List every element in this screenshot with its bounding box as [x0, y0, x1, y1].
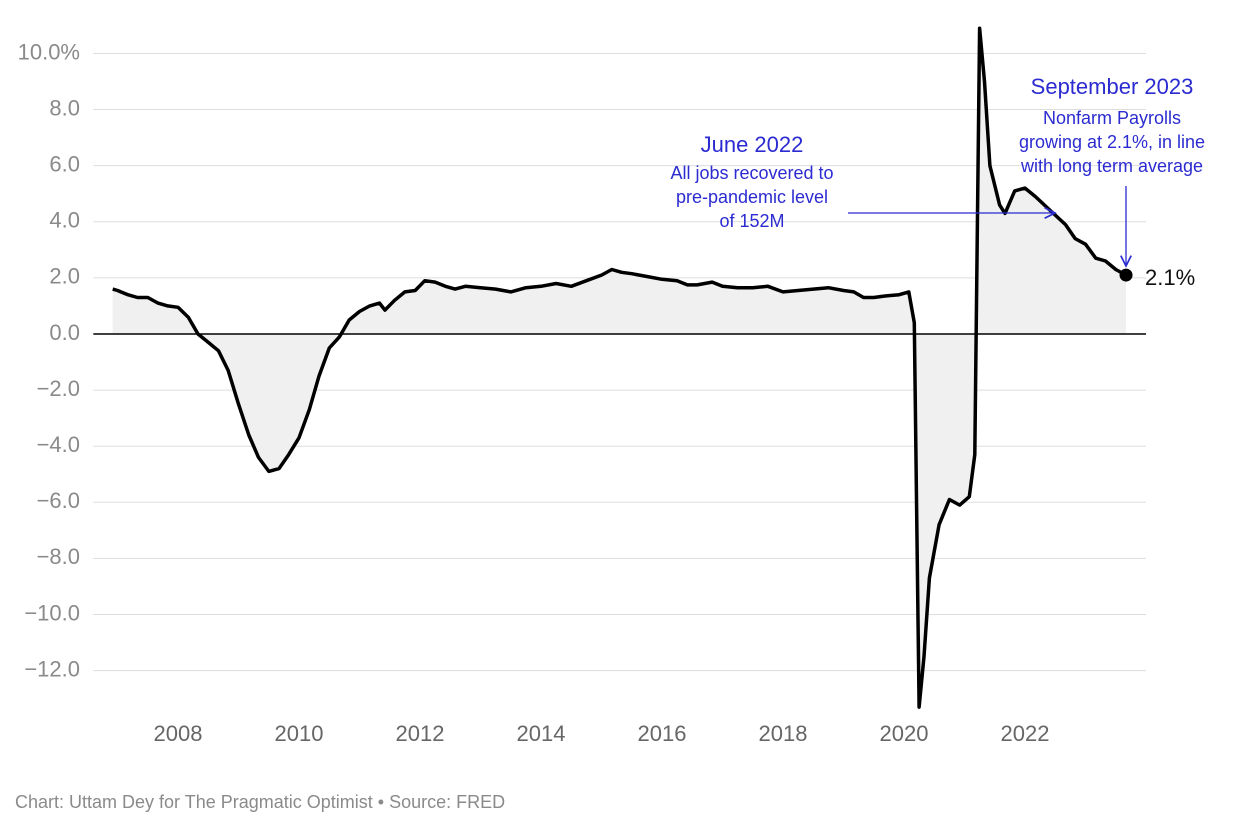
annotation-text: with long term average [1020, 156, 1203, 176]
y-tick-label: 2.0 [49, 264, 80, 289]
annotation-text: growing at 2.1%, in line [1019, 132, 1205, 152]
y-tick-label: 4.0 [49, 208, 80, 233]
y-tick-label: −8.0 [37, 544, 80, 569]
end-dot [1119, 268, 1133, 282]
line [112, 26, 1127, 709]
annotation-title: September 2023 [1031, 74, 1194, 99]
area [112, 28, 1126, 708]
annotation-title: June 2022 [701, 132, 804, 157]
y-tick-label: −4.0 [37, 432, 80, 457]
end-label: 2.1% [1145, 265, 1195, 290]
annotation-text: of 152M [719, 211, 784, 231]
y-tick-label: −2.0 [37, 376, 80, 401]
x-tick-label: 2016 [638, 721, 687, 746]
y-tick-label: −6.0 [37, 488, 80, 513]
x-tick-label: 2018 [759, 721, 808, 746]
annotation-text: pre-pandemic level [676, 187, 828, 207]
x-tick-label: 2010 [275, 721, 324, 746]
y-tick-label: 6.0 [49, 151, 80, 176]
y-tick-label: −12.0 [24, 656, 80, 681]
annotation-text: All jobs recovered to [670, 163, 833, 183]
x-tick-label: 2020 [880, 721, 929, 746]
x-tick-label: 2014 [517, 721, 566, 746]
source: Chart: Uttam Dey for The Pragmatic Optim… [15, 792, 505, 812]
annotation-text: Nonfarm Payrolls [1043, 108, 1181, 128]
x-tick-label: 2008 [154, 721, 203, 746]
x-tick-label: 2012 [396, 721, 445, 746]
y-tick-label: 10.0% [18, 39, 80, 64]
y-tick-label: −10.0 [24, 600, 80, 625]
x-tick-label: 2022 [1001, 721, 1050, 746]
y-tick-label: 0.0 [49, 320, 80, 345]
y-tick-label: 8.0 [49, 95, 80, 120]
